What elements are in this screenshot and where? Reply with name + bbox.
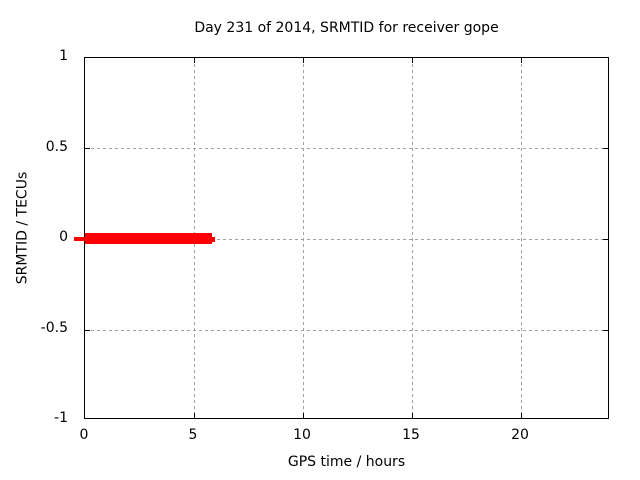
x-tick-label-15: 15 <box>402 427 420 443</box>
x-tick-bottom-20 <box>521 413 522 418</box>
y-tick-right-0 <box>603 239 608 240</box>
y-tick-label-m1: -1 <box>54 410 68 426</box>
x-tick-top-15 <box>412 58 413 63</box>
y-tick-left-p05 <box>85 148 90 149</box>
y-tick-right-m05 <box>603 330 608 331</box>
grid-vline-15h <box>412 58 413 418</box>
x-tick-top-20 <box>521 58 522 63</box>
srmtid-line-right-cap <box>212 237 215 242</box>
grid-hline-m05 <box>85 330 608 331</box>
grid-hline-p05 <box>85 148 608 149</box>
y-tick-label-0: 0 <box>59 229 68 245</box>
x-tick-bottom-15 <box>412 413 413 418</box>
x-axis-label: GPS time / hours <box>287 454 406 470</box>
y-tick-right-p05 <box>603 148 608 149</box>
x-tick-top-5 <box>194 58 195 63</box>
x-tick-label-5: 5 <box>188 427 198 443</box>
grid-vline-20h <box>521 58 522 418</box>
srmtid-line <box>85 233 212 244</box>
grid-hline-0 <box>85 239 608 240</box>
plot-area <box>74 57 609 419</box>
x-tick-bottom-10 <box>303 413 304 418</box>
y-tick-label-m05: -0.5 <box>40 320 68 336</box>
x-tick-top-10 <box>303 58 304 63</box>
x-tick-label-10: 10 <box>293 427 311 443</box>
y-tick-left-m05 <box>85 330 90 331</box>
grid-vline-10h <box>303 58 304 418</box>
y-tick-label-1: 1 <box>59 48 68 64</box>
y-axis-label: SRMTID / TECUs <box>14 171 31 285</box>
chart-title: Day 231 of 2014, SRMTID for receiver gop… <box>194 20 499 36</box>
x-tick-bottom-5 <box>194 413 195 418</box>
x-tick-label-20: 20 <box>511 427 529 443</box>
srmtid-line-left-cap <box>74 237 85 241</box>
x-tick-label-0: 0 <box>79 427 89 443</box>
y-tick-label-05: 0.5 <box>45 139 68 155</box>
